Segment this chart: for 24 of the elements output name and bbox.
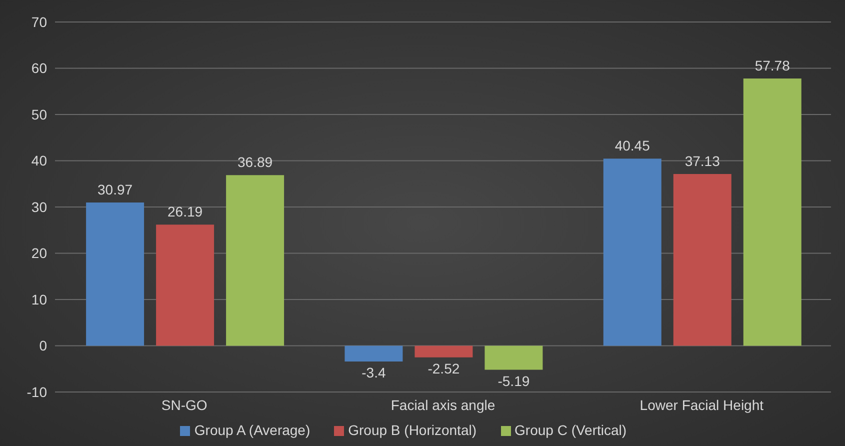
data-label: 57.78: [754, 58, 790, 74]
data-label: 36.89: [238, 154, 273, 170]
y-tick-label: 70: [31, 14, 48, 30]
y-tick-label: 10: [31, 291, 48, 308]
y-tick-label: 60: [31, 60, 48, 76]
y-tick-label: 30: [31, 198, 48, 215]
data-label: 40.45: [614, 138, 650, 154]
x-tick-label: SN-GO: [161, 396, 208, 413]
legend-label: Group B (Horizontal): [348, 422, 477, 438]
data-label: 26.19: [168, 204, 203, 220]
x-tick-label: Facial axis angle: [390, 396, 496, 413]
y-tick-label: 40: [31, 152, 48, 169]
y-tick-label: 20: [31, 245, 48, 262]
data-label: 37.13: [684, 153, 720, 170]
legend-label: Group A (Average): [194, 422, 310, 438]
y-tick-label: 0: [39, 338, 48, 354]
legend-label: Group C (Vertical): [514, 422, 627, 438]
data-label: -2.52: [428, 360, 460, 376]
data-label: 30.97: [98, 182, 133, 198]
y-tick-label: 50: [31, 106, 48, 122]
data-label: -5.19: [498, 372, 530, 389]
data-label: -3.4: [362, 364, 386, 380]
x-tick-label: Lower Facial Height: [640, 396, 764, 413]
y-tick-label: -10: [26, 384, 48, 400]
